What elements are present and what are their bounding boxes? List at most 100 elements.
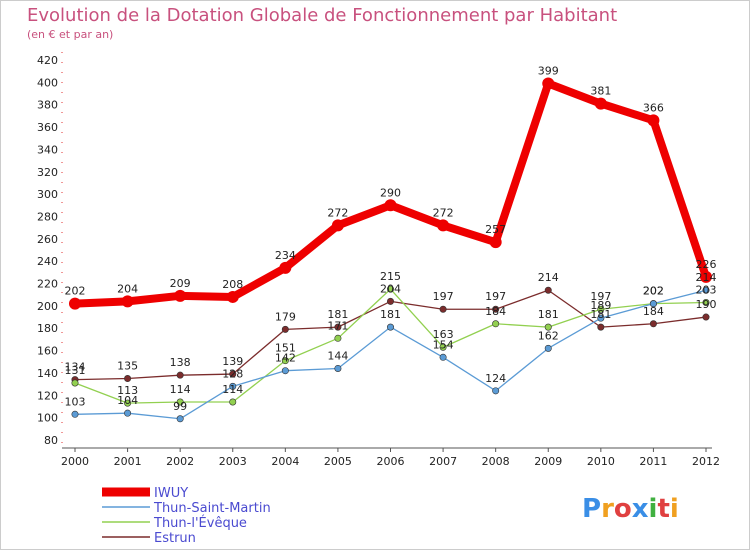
data-label: 399: [538, 64, 559, 77]
data-point: [334, 364, 342, 372]
data-label: 190: [696, 298, 717, 311]
data-label: 181: [380, 308, 401, 321]
data-label: 138: [170, 356, 191, 369]
y-tick-label: 220: [37, 278, 58, 291]
data-point: [439, 305, 447, 313]
y-tick-label: 340: [37, 143, 58, 156]
y-tick-label: 200: [37, 300, 58, 313]
data-point: [437, 219, 450, 232]
x-tick-label: 2010: [587, 455, 615, 468]
data-label: 113: [117, 384, 138, 397]
y-tick-label: 380: [37, 99, 58, 112]
data-point: [544, 286, 552, 294]
data-point: [386, 323, 394, 331]
data-point: [176, 398, 184, 406]
x-tick-label: 2002: [166, 455, 194, 468]
data-point: [229, 370, 237, 378]
data-point: [281, 367, 289, 375]
data-label: 124: [485, 372, 506, 385]
y-tick-label: 140: [37, 367, 58, 380]
data-point: [229, 382, 237, 390]
data-label: 215: [380, 270, 401, 283]
data-point: [492, 305, 500, 313]
data-point: [597, 314, 605, 322]
data-point: [226, 290, 239, 303]
data-label: 209: [170, 277, 191, 290]
x-tick-label: 2005: [324, 455, 352, 468]
data-label: 214: [538, 271, 559, 284]
data-label: 104: [117, 394, 138, 407]
data-point: [439, 353, 447, 361]
data-label: 226: [696, 258, 717, 271]
y-tick-label: 320: [37, 166, 58, 179]
data-point: [121, 295, 134, 308]
data-label: 203: [696, 284, 717, 297]
x-tick-label: 2008: [482, 455, 510, 468]
data-label: 114: [222, 383, 243, 396]
data-point: [544, 344, 552, 352]
data-point: [331, 219, 344, 232]
y-tick-label: 100: [37, 412, 58, 425]
data-label: 142: [275, 352, 296, 365]
data-label: 139: [222, 355, 243, 368]
data-label: 184: [643, 305, 664, 318]
data-label: 103: [65, 395, 86, 408]
y-tick-label: 260: [37, 233, 58, 246]
data-label: 162: [538, 329, 559, 342]
y-tick-label: 240: [37, 255, 58, 268]
data-point: [176, 415, 184, 423]
data-point: [174, 289, 187, 302]
data-point: [386, 285, 394, 293]
data-point: [384, 199, 397, 212]
data-label: 257: [485, 223, 506, 236]
legend-label: Thun-Saint-Martin: [153, 501, 271, 516]
data-label: 128: [222, 367, 243, 380]
y-tick-label: 400: [37, 76, 58, 89]
data-point: [439, 343, 447, 351]
data-label: 272: [433, 206, 454, 219]
data-label: 134: [65, 361, 86, 374]
y-tick-label: 120: [37, 389, 58, 402]
data-label: 202: [643, 285, 664, 298]
data-label: 151: [275, 342, 296, 355]
chart-title: Evolution de la Dotation Globale de Fonc…: [27, 5, 617, 26]
data-label: 202: [643, 285, 664, 298]
data-point: [489, 236, 502, 249]
data-label: 197: [433, 290, 454, 303]
data-point: [124, 375, 132, 383]
data-point: [71, 410, 79, 418]
series-layer: [69, 77, 712, 423]
data-label: 214: [696, 271, 717, 284]
data-label: 181: [590, 308, 611, 321]
legend-label: Estrun: [154, 531, 196, 546]
x-tick-label: 2012: [692, 455, 720, 468]
data-point: [649, 300, 657, 308]
data-point: [124, 409, 132, 417]
data-point: [229, 398, 237, 406]
data-label: 179: [275, 310, 296, 323]
data-labels: 134 135 138 139 179 181 204 197 197 214 181 184 190 1…: [65, 64, 717, 412]
data-point: [702, 299, 710, 307]
y-tick-label: 160: [37, 345, 58, 358]
data-point: [594, 97, 607, 110]
data-point: [647, 114, 660, 127]
data-label: 197: [485, 290, 506, 303]
data-label: 290: [380, 186, 401, 199]
legend-label: IWUY: [154, 486, 188, 501]
data-label: 114: [170, 383, 191, 396]
data-point: [281, 325, 289, 333]
data-point: [69, 297, 81, 310]
data-label: 366: [643, 101, 664, 114]
data-point: [597, 305, 605, 313]
x-tick-label: 2007: [429, 455, 457, 468]
data-point: [492, 320, 500, 328]
data-point: [702, 313, 710, 321]
data-label: 208: [222, 278, 243, 291]
data-label: 99: [173, 400, 187, 413]
data-point: [281, 357, 289, 365]
y-tick-label: 80: [44, 434, 58, 447]
data-point: [334, 323, 342, 331]
